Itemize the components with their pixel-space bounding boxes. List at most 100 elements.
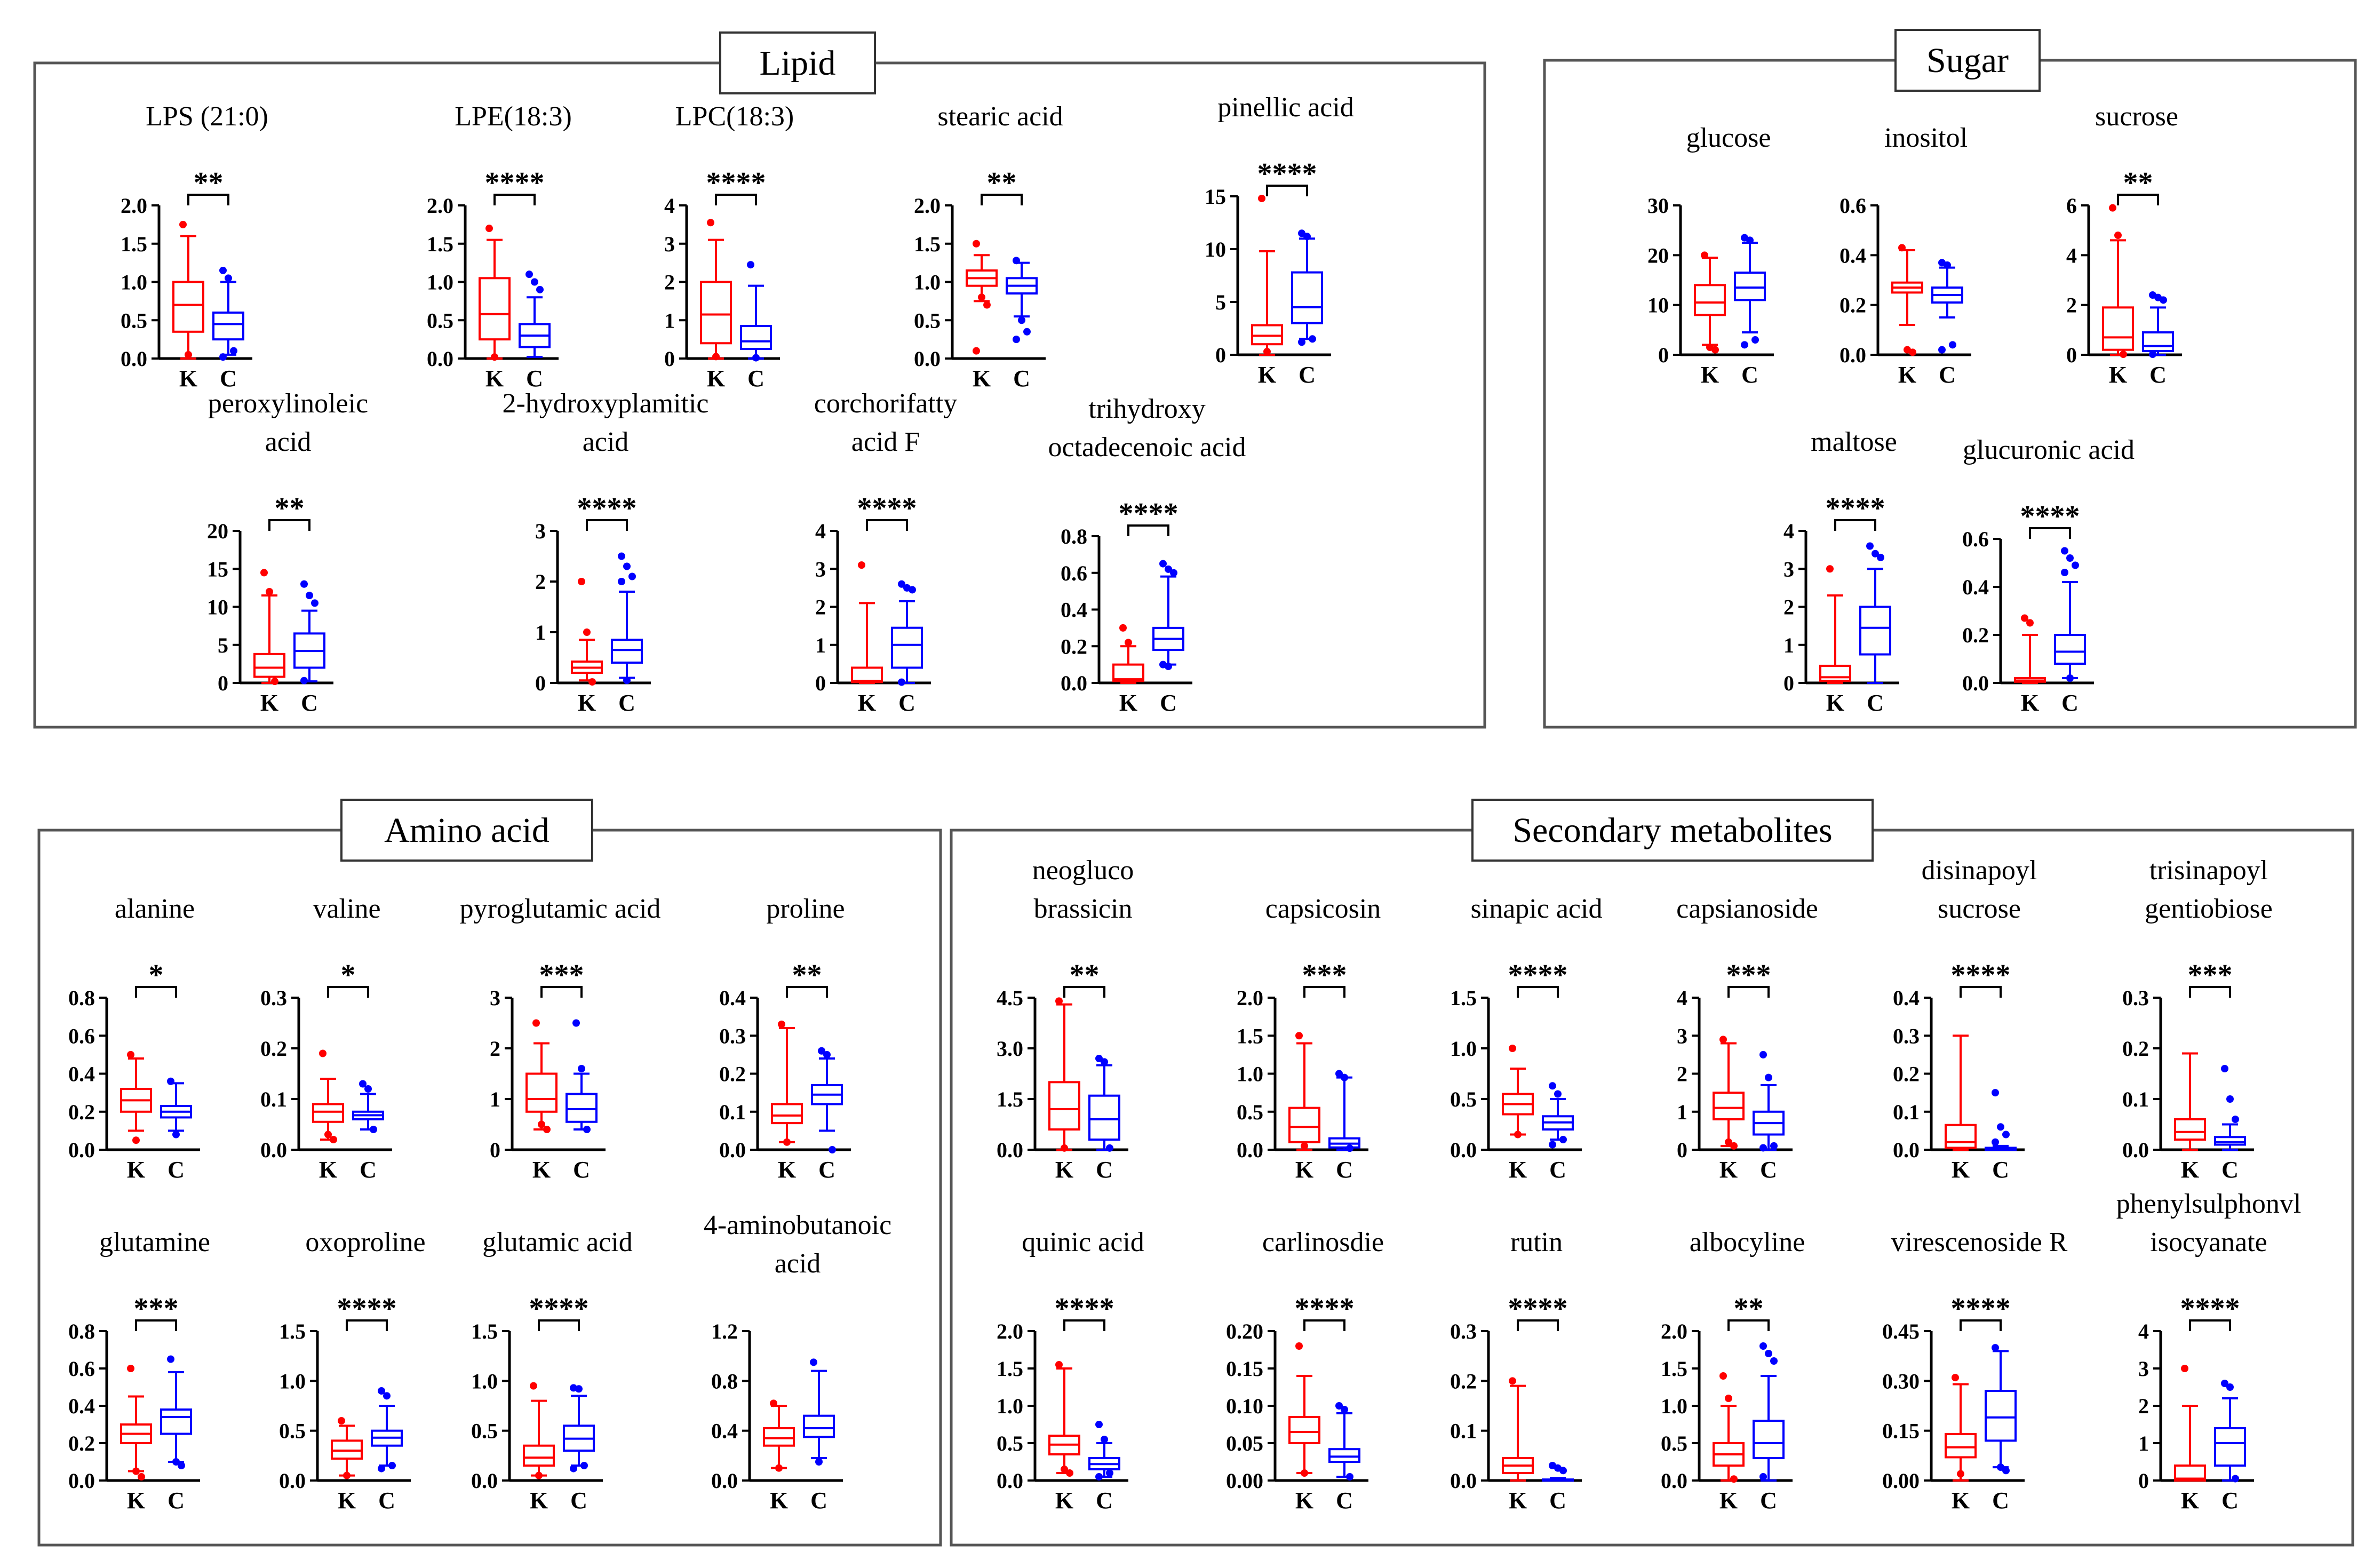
box-iqr (1945, 1432, 1977, 1459)
boxplot-panel: pyroglutamic acid 0 1 2 3 K C *** (460, 894, 661, 1183)
x-category-label: K (858, 690, 876, 716)
panel-title: glutamine (99, 1227, 210, 1257)
significance-label: **** (706, 166, 766, 200)
outlier-point (1509, 1377, 1516, 1385)
y-tick-label: 0.0 (711, 1469, 738, 1493)
x-category-label: K (1509, 1487, 1527, 1514)
x-category-label: C (1760, 1487, 1777, 1514)
outlier-point (338, 1417, 345, 1424)
significance-bracket (2189, 1319, 2231, 1331)
y-tick-label: 2 (1677, 1062, 1687, 1086)
y-tick-label: 1 (1677, 1100, 1687, 1124)
box-iqr (1819, 664, 1851, 682)
outlier-point (1341, 1073, 1348, 1081)
y-tick-label: 4 (1677, 986, 1687, 1010)
outlier-point (712, 353, 720, 361)
outlier-point (2160, 296, 2167, 304)
x-category-label: C (1741, 362, 1758, 388)
outlier-point (1938, 346, 1946, 354)
x-category-label: K (707, 365, 725, 392)
x-category-label: K (770, 1487, 788, 1514)
x-category-label: K (1119, 690, 1137, 716)
boxplot-panel: corchorifatty acid F 0 1 2 3 4 K C **** (814, 388, 958, 716)
outlier-point (858, 561, 865, 569)
y-tick-label: 3 (1677, 1024, 1687, 1048)
boxplot-panel: alanine 0.0 0.2 0.4 0.6 0.8 K C * (68, 894, 200, 1183)
boxplot-panel: glucose 0 10 20 30 K C (1647, 123, 1774, 388)
group-frames: Lipid Sugar Amino acid Secondary metabolite… (33, 29, 2357, 1547)
outlier-point (179, 220, 187, 228)
outlier-point (2072, 561, 2079, 569)
x-category-label: C (2221, 1157, 2239, 1183)
outlier-point (810, 1358, 817, 1366)
y-tick-label: 0 (1658, 343, 1669, 367)
outlier-point (1013, 257, 1020, 265)
x-category-label: C (1549, 1487, 1566, 1514)
outlier-point (1301, 1142, 1308, 1150)
outlier-point (1165, 565, 1172, 573)
y-tick-label: 1 (664, 308, 675, 332)
outlier-point (2066, 674, 2074, 682)
outlier-point (2232, 1475, 2239, 1483)
panel-title: carlinosdie (1262, 1227, 1384, 1257)
boxplot-panel: carlinosdie 0.00 0.05 0.10 0.15 0.20 K C **** (1226, 1227, 1384, 1514)
panel-title: maltose (1811, 427, 1897, 457)
outlier-point (909, 586, 916, 594)
y-tick-label: 2.0 (1661, 1319, 1687, 1343)
outlier-point (1770, 1357, 1778, 1365)
significance-label: ** (194, 166, 224, 200)
panel-title: quinic acid (1022, 1227, 1144, 1257)
outlier-point (219, 353, 227, 361)
x-category-label: K (338, 1487, 356, 1514)
y-tick-label: 0 (1783, 671, 1794, 695)
y-tick-label: 3 (490, 986, 500, 1010)
x-category-label: K (127, 1487, 145, 1514)
y-tick-label: 0.00 (1882, 1469, 1920, 1493)
significance-bracket (1303, 1319, 1345, 1331)
y-tick-label: 20 (207, 519, 228, 543)
y-tick-label: 1 (490, 1087, 500, 1111)
x-category-label: K (319, 1157, 337, 1183)
outlier-point (1095, 1055, 1103, 1062)
y-tick-label: 1.0 (427, 270, 453, 295)
box-iqr (1694, 284, 1726, 316)
y-tick-label: 0.2 (260, 1037, 287, 1061)
outlier-point (1751, 336, 1759, 344)
outlier-point (1997, 1463, 2004, 1471)
outlier-point (127, 1050, 134, 1058)
y-tick-label: 2 (1783, 595, 1794, 619)
outlier-point (2114, 232, 2122, 239)
significance-bracket (586, 519, 628, 531)
significance-label: ** (2123, 166, 2153, 200)
y-tick-label: 2 (2138, 1394, 2149, 1418)
y-tick-label: 0.2 (719, 1062, 746, 1086)
outlier-point (1877, 553, 1884, 561)
significance-bracket (1727, 986, 1770, 998)
panel-title: capsianoside (1676, 894, 1818, 924)
y-tick-label: 0.5 (121, 308, 147, 332)
significance-label: **** (1951, 1292, 2011, 1325)
outlier-point (1095, 1473, 1103, 1481)
outlier-point (578, 578, 585, 585)
boxplot-panel: phenylsulphonvl isocyanate 0 1 2 3 4 K C **** (2116, 1189, 2302, 1514)
y-tick-label: 1.5 (121, 232, 147, 256)
y-tick-label: 3 (664, 232, 675, 256)
boxplot-panel: trihydroxy octadecenoic acid 0.0 0.2 0.4 0.6 0… (1048, 394, 1246, 716)
x-category-label: K (1952, 1487, 1970, 1514)
significance-label: *** (539, 959, 584, 992)
x-category-label: C (1760, 1157, 1777, 1183)
x-category-label: C (2149, 362, 2167, 388)
box-iqr (1088, 1094, 1120, 1141)
outlier-point (2120, 351, 2127, 359)
outlier-point (378, 1387, 385, 1395)
box-iqr (523, 1444, 555, 1467)
y-tick-label: 20 (1647, 243, 1669, 267)
y-tick-label: 0.8 (68, 986, 95, 1010)
boxplot-panels: LPS (21:0)0.00.51.01.52.0K C**LPE(18:3)0.… (68, 92, 2301, 1514)
y-tick-label: 0.30 (1882, 1369, 1920, 1393)
y-tick-label: 1.0 (279, 1369, 306, 1393)
group-title-sugar: Sugar (1926, 41, 2009, 80)
y-tick-label: 0.3 (1450, 1319, 1477, 1343)
group-title-box-sugar (1894, 29, 2041, 92)
group-title-amino: Amino acid (384, 811, 550, 850)
